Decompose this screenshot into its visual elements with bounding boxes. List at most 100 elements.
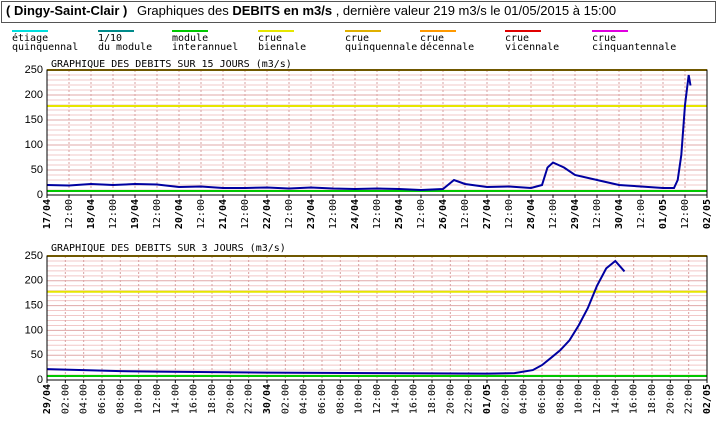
header-text: Graphiques des	[137, 3, 229, 18]
y-tick-label: 250	[25, 64, 43, 76]
header-highlight: DEBITS en m3/s	[232, 3, 332, 18]
x-tick-label: 12:00	[240, 199, 251, 229]
legend-label: crue	[420, 33, 444, 44]
x-tick-label: 06:00	[537, 384, 548, 414]
x-tick-label: 24/04	[350, 199, 361, 229]
x-tick-label: 22:00	[244, 384, 255, 414]
legend-label: interannuel	[172, 42, 238, 53]
x-tick-label: 18:00	[207, 384, 218, 414]
x-tick-label: 27/04	[482, 199, 493, 229]
x-tick-label: 18:00	[427, 384, 438, 414]
y-tick-label: 0	[37, 189, 43, 201]
legend-label: vicennale	[505, 42, 559, 53]
legend-label: quinquennale	[345, 42, 417, 53]
header-last-value: , dernière valeur 219 m3/s le 01/05/2015…	[336, 3, 616, 18]
x-tick-label: 14:00	[390, 384, 401, 414]
x-tick-label: 04:00	[299, 384, 310, 414]
x-tick-label: 14:00	[170, 384, 181, 414]
x-tick-label: 17/04	[42, 199, 53, 229]
y-tick-label: 100	[25, 324, 43, 336]
x-tick-label: 12:00	[152, 199, 163, 229]
x-tick-label: 10:00	[354, 384, 365, 414]
legend-label: module	[172, 33, 208, 44]
y-tick-label: 100	[25, 139, 43, 151]
legend-label: décennale	[420, 41, 474, 53]
chart-title: GRAPHIQUE DES DEBITS SUR 15 JOURS (m3/s)	[51, 59, 292, 70]
x-tick-label: 12:00	[108, 199, 119, 229]
x-tick-label: 12:00	[196, 199, 207, 229]
x-tick-label: 25/04	[394, 199, 405, 229]
x-tick-label: 02/05	[702, 384, 713, 414]
x-tick-label: 10:00	[574, 384, 585, 414]
x-tick-label: 20:00	[445, 384, 456, 414]
x-tick-label: 10:00	[134, 384, 145, 414]
x-tick-label: 22:00	[684, 384, 695, 414]
x-tick-label: 29/04	[42, 384, 53, 414]
y-tick-label: 250	[25, 250, 43, 262]
y-tick-label: 50	[31, 349, 43, 361]
x-tick-label: 22:00	[464, 384, 475, 414]
x-tick-label: 08:00	[335, 384, 346, 414]
plot-frame	[46, 255, 708, 381]
x-tick-label: 21/04	[218, 199, 229, 229]
legend-label: cinquantennale	[592, 42, 676, 53]
x-tick-label: 20:00	[225, 384, 236, 414]
x-tick-label: 08:00	[115, 384, 126, 414]
x-tick-label: 12:00	[460, 199, 471, 229]
x-tick-label: 12:00	[636, 199, 647, 229]
x-tick-label: 23/04	[306, 199, 317, 229]
y-tick-label: 0	[37, 374, 43, 386]
x-tick-label: 12:00	[504, 199, 515, 229]
x-tick-label: 16:00	[189, 384, 200, 414]
x-tick-label: 19/04	[130, 199, 141, 229]
data-line	[46, 74, 692, 192]
x-tick-label: 12:00	[416, 199, 427, 229]
x-tick-label: 18:00	[647, 384, 658, 414]
x-tick-label: 08:00	[555, 384, 566, 414]
y-tick-label: 50	[31, 164, 43, 176]
x-tick-label: 12:00	[152, 384, 163, 414]
x-tick-label: 12:00	[328, 199, 339, 229]
x-tick-label: 12:00	[284, 199, 295, 229]
data-line	[46, 259, 626, 375]
x-tick-label: 30/04	[262, 384, 273, 414]
y-tick-label: 200	[25, 89, 43, 101]
plot-frame	[46, 69, 708, 196]
x-tick-label: 26/04	[438, 199, 449, 229]
x-tick-label: 12:00	[592, 384, 603, 414]
x-tick-label: 16:00	[409, 384, 420, 414]
x-tick-label: 12:00	[64, 199, 75, 229]
x-tick-label: 02/05	[702, 199, 713, 229]
legend-label: biennale	[258, 42, 306, 53]
x-tick-label: 01/05	[482, 384, 493, 414]
x-tick-label: 06:00	[97, 384, 108, 414]
x-tick-label: 12:00	[372, 199, 383, 229]
legend-label: crue	[592, 33, 616, 44]
legend-label: du module	[98, 42, 152, 53]
x-tick-label: 01/05	[658, 199, 669, 229]
x-tick-label: 18/04	[86, 199, 97, 229]
y-tick-label: 150	[25, 114, 43, 126]
x-tick-label: 12:00	[592, 199, 603, 229]
station: ( Dingy-Saint-Clair )	[6, 3, 127, 18]
legend-label: étiage	[12, 32, 48, 44]
header-box	[1, 1, 716, 23]
legend-label: crue	[505, 33, 529, 44]
x-tick-label: 30/04	[614, 199, 625, 229]
x-tick-label: 02:00	[500, 384, 511, 414]
x-tick-label: 29/04	[570, 199, 581, 229]
x-tick-label: 12:00	[372, 384, 383, 414]
legend-label: crue	[345, 33, 369, 44]
x-tick-label: 14:00	[610, 384, 621, 414]
x-tick-label: 02:00	[60, 384, 71, 414]
header: ( Dingy-Saint-Clair ) Graphiques des DEB…	[6, 3, 616, 18]
plot-area	[47, 70, 707, 195]
x-tick-label: 20:00	[665, 384, 676, 414]
x-tick-label: 04:00	[79, 384, 90, 414]
x-tick-label: 28/04	[526, 199, 537, 229]
x-tick-label: 20/04	[174, 199, 185, 229]
y-tick-label: 150	[25, 300, 43, 312]
x-tick-label: 12:00	[680, 199, 691, 229]
